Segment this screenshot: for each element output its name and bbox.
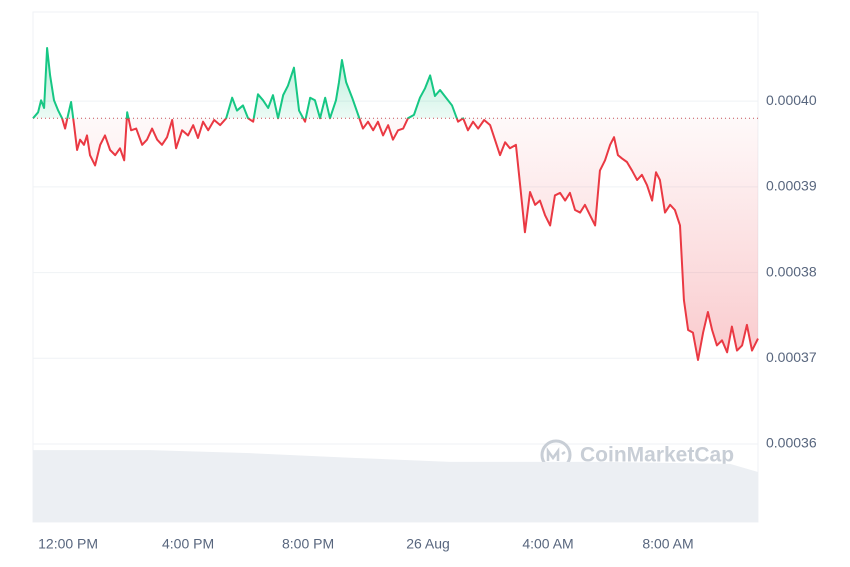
x-tick-label: 26 Aug: [406, 536, 450, 552]
x-tick-label: 4:00 PM: [162, 536, 214, 552]
x-tick-label: 8:00 AM: [642, 536, 693, 552]
watermark-text: CoinMarketCap: [580, 444, 734, 467]
y-tick-label: 0.00038: [766, 263, 817, 279]
price-line: [32, 47, 759, 361]
y-tick-label: 0.00040: [766, 92, 817, 108]
x-tick-label: 4:00 AM: [522, 536, 573, 552]
watermark: CoinMarketCap: [540, 439, 734, 471]
volume-area: [33, 450, 758, 522]
x-tick-label: 8:00 PM: [282, 536, 334, 552]
y-tick-label: 0.00039: [766, 178, 817, 194]
x-tick-label: 12:00 PM: [38, 536, 98, 552]
y-tick-label: 0.00036: [766, 435, 817, 451]
watermark-logo-mark: [546, 447, 566, 461]
y-tick-label: 0.00037: [766, 349, 817, 365]
price-area: [33, 48, 758, 360]
